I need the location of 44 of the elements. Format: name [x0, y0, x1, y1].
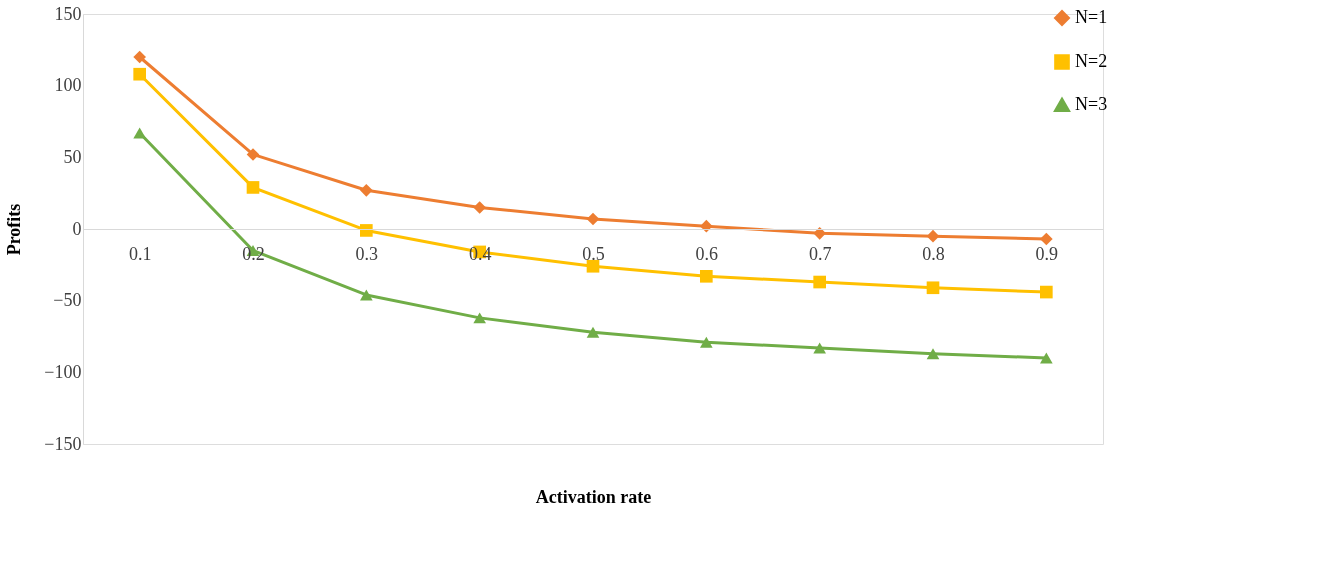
point — [926, 281, 940, 295]
x-tick-label: 0.9 — [1035, 243, 1059, 264]
legend-label: N=1 — [1075, 7, 1108, 27]
x-tick-label: 0.1 — [128, 243, 152, 264]
point — [1040, 232, 1053, 246]
x-tick-label: 0.7 — [808, 243, 832, 264]
legend-label: N=3 — [1075, 94, 1108, 114]
y-tick-label: 150 — [54, 3, 82, 24]
point — [246, 181, 260, 194]
x-tick-label: 0.6 — [695, 243, 719, 264]
point — [360, 289, 373, 301]
point — [133, 50, 146, 64]
point — [246, 148, 260, 161]
y-tick-label: 100 — [54, 75, 82, 96]
point — [360, 224, 373, 237]
x-axis-title: Activation rate — [535, 486, 652, 507]
y-tick-label: 50 — [63, 146, 82, 167]
x-tick-label: 0.8 — [922, 243, 945, 264]
point — [926, 348, 940, 360]
point — [360, 183, 373, 197]
point — [473, 312, 486, 324]
y-axis-title: Profits — [4, 203, 25, 256]
point — [813, 226, 826, 240]
x-tick-label: 0.5 — [582, 243, 605, 264]
point — [586, 259, 600, 273]
point — [1040, 352, 1053, 364]
y-tick-label: −100 — [44, 361, 82, 382]
x-tick-label: 0.3 — [355, 243, 379, 264]
legend-label: N=2 — [1075, 51, 1108, 71]
point — [813, 275, 826, 289]
point — [586, 212, 600, 226]
point — [473, 201, 486, 214]
point — [700, 336, 713, 348]
point — [133, 127, 146, 139]
point — [926, 229, 940, 243]
point — [700, 219, 713, 233]
point — [813, 342, 826, 354]
point — [133, 67, 146, 81]
point — [700, 269, 713, 283]
y-tick-label: 0 — [72, 218, 82, 239]
y-tick-label: −50 — [53, 290, 82, 311]
point — [586, 326, 600, 338]
point — [1040, 285, 1053, 299]
y-tick-label: −150 — [44, 433, 82, 454]
